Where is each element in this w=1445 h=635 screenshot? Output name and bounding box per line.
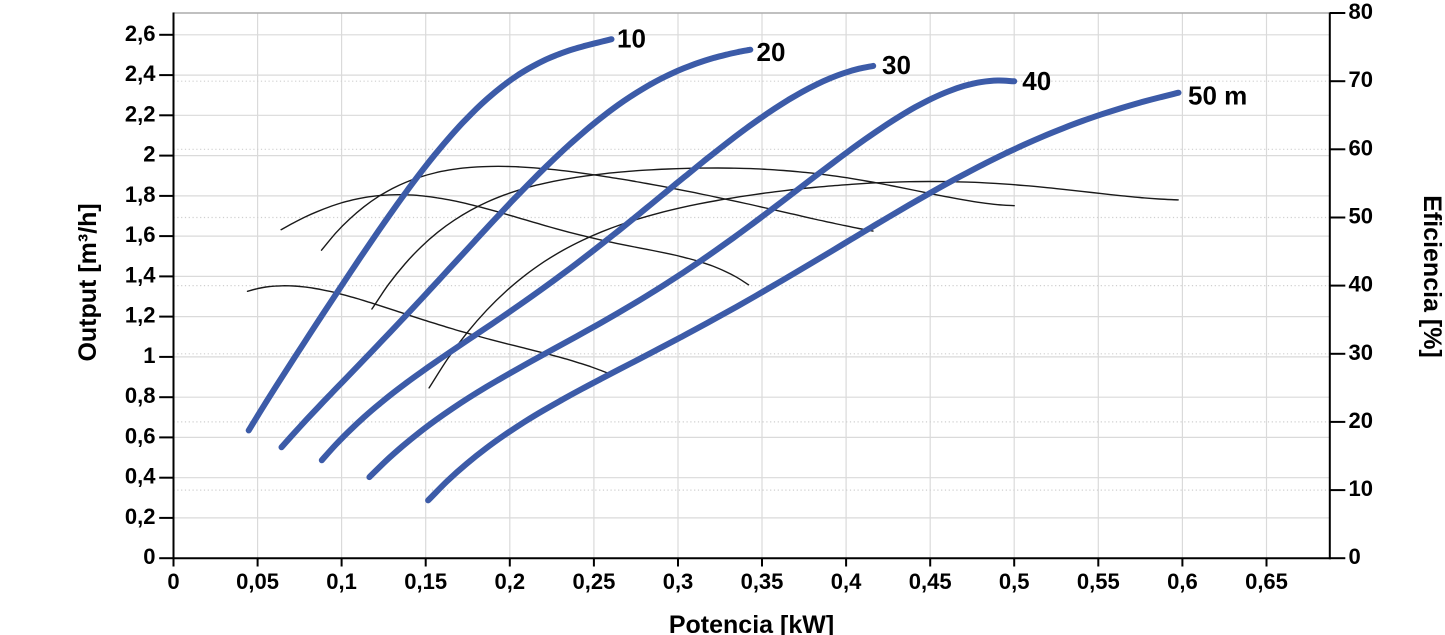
- svg-text:2,6: 2,6: [125, 21, 156, 46]
- svg-text:20: 20: [757, 37, 786, 67]
- svg-text:40: 40: [1022, 66, 1051, 96]
- svg-text:0,8: 0,8: [125, 383, 156, 408]
- svg-text:80: 80: [1349, 0, 1373, 24]
- svg-text:0,4: 0,4: [831, 569, 862, 594]
- svg-text:0,5: 0,5: [999, 569, 1030, 594]
- svg-text:0,4: 0,4: [125, 464, 156, 489]
- svg-text:Potencia [kW]: Potencia [kW]: [669, 611, 834, 635]
- svg-text:70: 70: [1349, 67, 1373, 92]
- svg-text:1,2: 1,2: [125, 303, 156, 328]
- svg-text:0,65: 0,65: [1245, 569, 1288, 594]
- svg-text:0,25: 0,25: [572, 569, 615, 594]
- svg-text:20: 20: [1349, 408, 1373, 433]
- svg-text:30: 30: [1349, 340, 1373, 365]
- svg-text:0,2: 0,2: [495, 569, 526, 594]
- svg-text:50: 50: [1349, 204, 1373, 229]
- svg-text:0,35: 0,35: [741, 569, 784, 594]
- svg-text:0,05: 0,05: [236, 569, 279, 594]
- svg-text:Output [m³/h]: Output [m³/h]: [74, 203, 102, 361]
- svg-text:0: 0: [167, 569, 179, 594]
- svg-text:2: 2: [143, 142, 155, 167]
- svg-text:1,8: 1,8: [125, 182, 156, 207]
- svg-text:0,2: 0,2: [125, 504, 156, 529]
- svg-text:40: 40: [1349, 272, 1373, 297]
- svg-text:60: 60: [1349, 135, 1373, 160]
- svg-text:0,55: 0,55: [1077, 569, 1120, 594]
- svg-text:2,4: 2,4: [125, 61, 156, 86]
- svg-text:10: 10: [617, 24, 646, 54]
- svg-text:0,45: 0,45: [909, 569, 952, 594]
- svg-text:0,1: 0,1: [326, 569, 357, 594]
- svg-text:0,6: 0,6: [125, 423, 156, 448]
- svg-text:0: 0: [1349, 544, 1361, 569]
- svg-text:2,2: 2,2: [125, 101, 156, 126]
- svg-text:0,6: 0,6: [1167, 569, 1198, 594]
- svg-text:0,3: 0,3: [663, 569, 694, 594]
- svg-text:Eficiencia [%]: Eficiencia [%]: [1418, 195, 1445, 358]
- svg-text:50 m: 50 m: [1188, 81, 1247, 111]
- svg-text:0: 0: [143, 544, 155, 569]
- svg-text:30: 30: [882, 50, 911, 80]
- svg-text:0,15: 0,15: [404, 569, 447, 594]
- svg-text:1,4: 1,4: [125, 262, 156, 287]
- svg-text:10: 10: [1349, 476, 1373, 501]
- svg-text:1: 1: [143, 343, 155, 368]
- svg-text:1,6: 1,6: [125, 222, 156, 247]
